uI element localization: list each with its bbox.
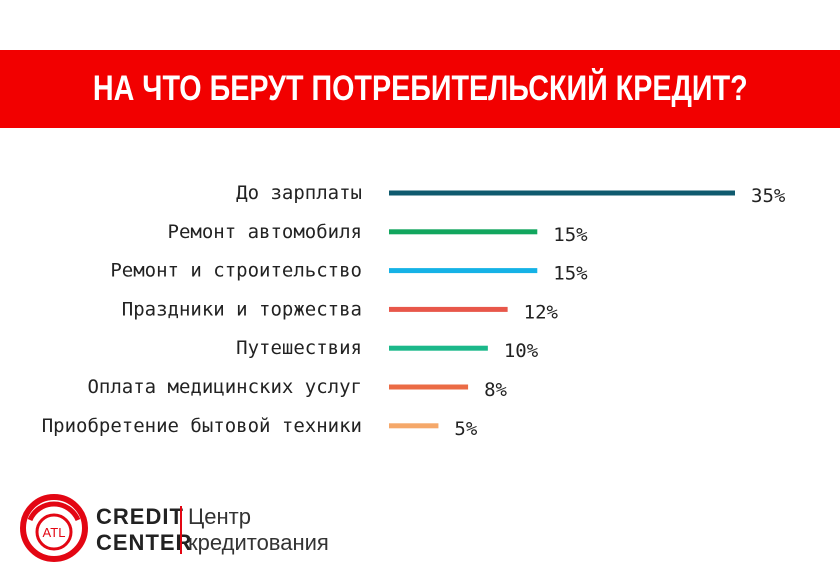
logo-divider <box>180 506 182 554</box>
company-logo: ATL CREDIT CENTER Центр кредитования <box>20 494 329 562</box>
bar <box>389 384 469 390</box>
atl-logo-icon: ATL <box>20 494 88 562</box>
bar <box>389 423 439 429</box>
category-label: Оплата медицинских услуг <box>87 376 362 398</box>
logo-mark-text: ATL <box>43 525 66 540</box>
brand-line-1: CREDIT <box>96 504 184 529</box>
category-label: Приобретение бытовой техники <box>42 415 362 437</box>
tagline-line-2: кредитования <box>188 530 329 555</box>
bar <box>389 345 488 351</box>
value-label: 10% <box>504 340 539 362</box>
category-label: Ремонт и строительство <box>110 260 362 282</box>
value-label: 15% <box>553 263 588 285</box>
bar <box>389 190 735 196</box>
brand-name: CREDIT CENTER <box>96 504 192 556</box>
page-title: НА ЧТО БЕРУТ ПОТРЕБИТЕЛЬСКИЙ КРЕДИТ? <box>92 69 748 108</box>
category-label: Ремонт автомобиля <box>168 221 362 243</box>
bar <box>389 268 538 274</box>
bar <box>389 229 538 235</box>
category-label: До зарплаты <box>236 182 362 204</box>
category-label: Праздники и торжества <box>122 298 362 320</box>
value-label: 12% <box>524 301 559 323</box>
brand-tagline: Центр кредитования <box>188 504 329 556</box>
bar <box>389 306 508 312</box>
value-label: 35% <box>751 185 786 207</box>
value-label: 5% <box>454 418 477 440</box>
category-label: Путешествия <box>236 337 362 359</box>
tagline-line-1: Центр <box>188 504 251 529</box>
brand-line-2: CENTER <box>96 530 193 555</box>
value-label: 15% <box>553 224 588 246</box>
value-label: 8% <box>484 379 507 401</box>
title-banner: НА ЧТО БЕРУТ ПОТРЕБИТЕЛЬСКИЙ КРЕДИТ? <box>0 50 840 128</box>
